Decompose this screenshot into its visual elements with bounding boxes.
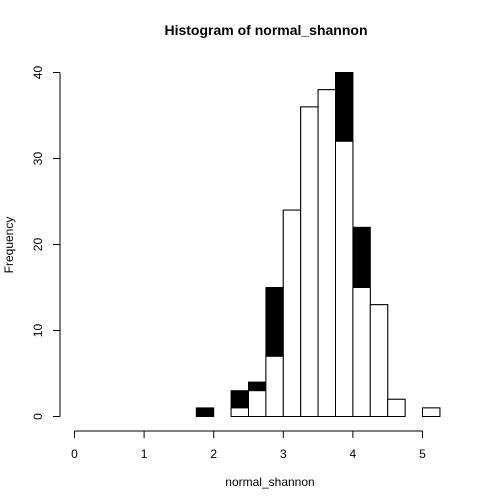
x-tick-label-2: 2 bbox=[210, 447, 217, 461]
y-axis-label: Frequency bbox=[2, 217, 16, 274]
histogram-bar-series-1-bin-17 bbox=[369, 304, 389, 418]
x-axis: 0 1 2 3 4 5 bbox=[71, 430, 426, 461]
x-tick-label-4: 4 bbox=[350, 447, 357, 461]
histogram-bar-series-1-bin-14 bbox=[317, 89, 337, 417]
y-tick-label-1: 10 bbox=[31, 324, 45, 338]
histogram-bar-series-1-bin-11 bbox=[265, 355, 284, 417]
x-tick-label-3: 3 bbox=[280, 447, 287, 461]
x-axis-label: normal_shannon bbox=[225, 475, 314, 489]
histogram-bar-series-1-bin-20 bbox=[422, 407, 441, 417]
y-tick-label-2: 20 bbox=[31, 238, 45, 252]
histogram-bar-series-1-bin-9 bbox=[230, 407, 250, 417]
histogram-bar-series-1-bin-18 bbox=[387, 398, 406, 417]
chart-title: Histogram of normal_shannon bbox=[164, 22, 367, 38]
y-tick-label-0: 0 bbox=[31, 413, 45, 420]
histogram-bar-series-1-bin-10 bbox=[248, 390, 267, 418]
y-tick-label-4: 40 bbox=[31, 66, 45, 80]
histogram-bar-series-1-bin-16 bbox=[352, 287, 371, 417]
y-tick-label-3: 30 bbox=[31, 152, 45, 166]
histogram-bar-series-1-bin-15 bbox=[335, 140, 354, 418]
x-tick-label-5: 5 bbox=[419, 447, 426, 461]
histogram-bar-series-1-bin-12 bbox=[282, 209, 302, 417]
histogram-bars bbox=[195, 72, 441, 418]
histogram-bar-series-1-bin-13 bbox=[300, 106, 319, 418]
x-tick-label-1: 1 bbox=[141, 447, 148, 461]
y-axis: 0 10 20 30 40 bbox=[31, 66, 61, 420]
x-tick-label-0: 0 bbox=[71, 447, 78, 461]
histogram-bar-series-0-bin-7 bbox=[195, 407, 215, 417]
